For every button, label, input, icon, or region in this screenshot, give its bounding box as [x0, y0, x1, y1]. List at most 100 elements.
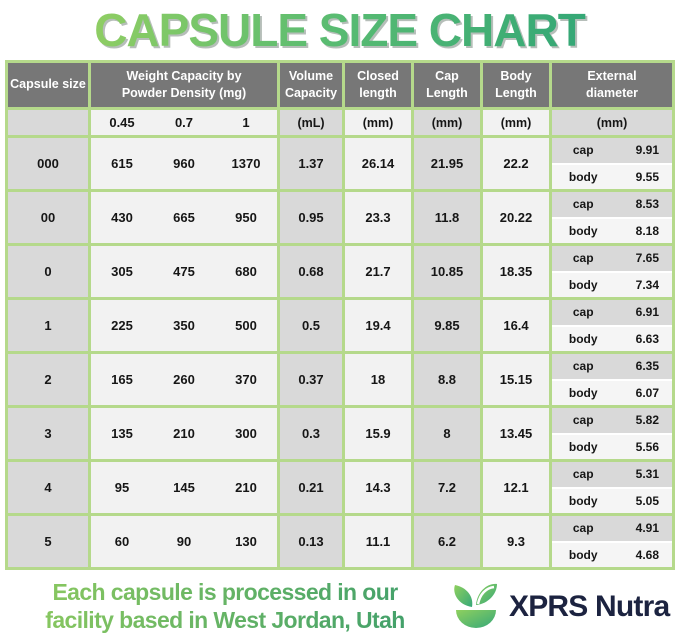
cell-weight-1: 680 — [235, 264, 257, 280]
cell-external-diameter: cap 5.82 body 5.56 — [552, 408, 672, 460]
cell-weight-capacity: 165 260 370 — [91, 354, 277, 406]
external-body-label: body — [568, 547, 598, 562]
cell-volume-capacity: 0.95 — [280, 192, 342, 244]
external-cap-row: cap 7.65 — [552, 246, 672, 271]
external-cap-value: 8.53 — [635, 197, 659, 212]
external-cap-label: cap — [572, 521, 594, 536]
cell-weight-045: 165 — [111, 372, 133, 388]
cell-body-length: 9.3 — [483, 516, 549, 568]
brand-name: XPRS Nutra — [509, 590, 670, 623]
header-capsule-size: Capsule size — [8, 63, 88, 108]
external-body-label: body — [568, 331, 598, 346]
external-body-value: 6.63 — [635, 331, 659, 346]
external-body-value: 4.68 — [635, 547, 659, 562]
external-cap-row: cap 9.91 — [552, 138, 672, 163]
cell-weight-07: 475 — [173, 264, 195, 280]
cell-cap-length: 10.85 — [414, 246, 480, 298]
cell-external-diameter: cap 6.91 body 6.63 — [552, 300, 672, 352]
cell-weight-045: 615 — [111, 156, 133, 172]
external-body-value: 5.56 — [635, 439, 659, 454]
cell-volume-capacity: 0.5 — [280, 300, 342, 352]
cell-weight-045: 305 — [111, 264, 133, 280]
cell-weight-045: 95 — [114, 480, 130, 496]
external-cap-row: cap 6.35 — [552, 354, 672, 379]
external-body-row: body 6.63 — [552, 324, 672, 352]
cell-cap-length: 6.2 — [414, 516, 480, 568]
external-body-row: body 8.18 — [552, 216, 672, 244]
external-cap-value: 4.91 — [635, 521, 659, 536]
subheader-body-unit: (mm) — [483, 110, 549, 136]
external-body-row: body 9.55 — [552, 162, 672, 190]
external-body-value: 6.07 — [635, 385, 659, 400]
external-body-value: 8.18 — [635, 223, 659, 238]
external-body-label: body — [568, 493, 598, 508]
external-cap-value: 5.31 — [635, 467, 659, 482]
external-cap-value: 5.82 — [635, 413, 659, 428]
external-cap-row: cap 6.91 — [552, 300, 672, 325]
cell-body-length: 22.2 — [483, 138, 549, 190]
cell-capsule-size: 4 — [8, 462, 88, 514]
cell-external-diameter: cap 5.31 body 5.05 — [552, 462, 672, 514]
cell-weight-capacity: 95 145 210 — [91, 462, 277, 514]
page-title: CAPSULE SIZE CHART — [0, 2, 679, 58]
cell-body-length: 16.4 — [483, 300, 549, 352]
cell-body-length: 20.22 — [483, 192, 549, 244]
external-body-label: body — [568, 277, 598, 292]
cell-cap-length: 8.8 — [414, 354, 480, 406]
external-cap-value: 6.91 — [635, 305, 659, 320]
cell-weight-1: 1370 — [231, 156, 261, 172]
cell-weight-07: 210 — [173, 426, 195, 442]
external-body-label: body — [568, 385, 598, 400]
header-external-diameter: External diameter — [552, 63, 672, 108]
subheader-densities: 0.45 0.7 1 — [91, 110, 277, 136]
plant-bowl-icon — [450, 580, 502, 635]
external-cap-label: cap — [572, 251, 594, 266]
cell-external-diameter: cap 6.35 body 6.07 — [552, 354, 672, 406]
cell-capsule-size: 5 — [8, 516, 88, 568]
external-body-row: body 7.34 — [552, 270, 672, 298]
external-cap-row: cap 5.82 — [552, 408, 672, 433]
facility-tagline: Each capsule is processed in our facilit… — [0, 579, 450, 634]
cell-volume-capacity: 0.68 — [280, 246, 342, 298]
cell-weight-1: 210 — [235, 480, 257, 496]
cell-cap-length: 8 — [414, 408, 480, 460]
cell-cap-length: 21.95 — [414, 138, 480, 190]
cell-closed-length: 18 — [345, 354, 411, 406]
external-body-value: 9.55 — [635, 169, 659, 184]
subheader-closed-unit: (mm) — [345, 110, 411, 136]
cell-weight-capacity: 135 210 300 — [91, 408, 277, 460]
external-cap-label: cap — [572, 143, 594, 158]
external-body-value: 5.05 — [635, 493, 659, 508]
external-cap-row: cap 5.31 — [552, 462, 672, 487]
cell-weight-07: 260 — [173, 372, 195, 388]
cell-closed-length: 23.3 — [345, 192, 411, 244]
external-body-row: body 4.68 — [552, 540, 672, 568]
external-body-row: body 5.56 — [552, 432, 672, 460]
cell-weight-07: 960 — [173, 156, 195, 172]
external-body-label: body — [568, 223, 598, 238]
cell-body-length: 13.45 — [483, 408, 549, 460]
cell-capsule-size: 1 — [8, 300, 88, 352]
cell-capsule-size: 00 — [8, 192, 88, 244]
cell-volume-capacity: 1.37 — [280, 138, 342, 190]
header-weight-capacity: Weight Capacity by Powder Density (mg) — [91, 63, 277, 108]
cell-weight-1: 370 — [235, 372, 257, 388]
cell-closed-length: 19.4 — [345, 300, 411, 352]
header-body-length: Body Length — [483, 63, 549, 108]
external-cap-value: 7.65 — [635, 251, 659, 266]
header-closed-length: Closed length — [345, 63, 411, 108]
cell-weight-capacity: 225 350 500 — [91, 300, 277, 352]
cell-external-diameter: cap 4.91 body 4.68 — [552, 516, 672, 568]
cell-volume-capacity: 0.37 — [280, 354, 342, 406]
cell-weight-045: 60 — [114, 534, 130, 550]
cell-body-length: 12.1 — [483, 462, 549, 514]
cell-volume-capacity: 0.13 — [280, 516, 342, 568]
cell-cap-length: 11.8 — [414, 192, 480, 244]
external-cap-label: cap — [572, 467, 594, 482]
external-cap-row: cap 4.91 — [552, 516, 672, 541]
subheader-density-07: 0.7 — [174, 115, 194, 131]
cell-weight-capacity: 305 475 680 — [91, 246, 277, 298]
external-body-row: body 6.07 — [552, 378, 672, 406]
cell-closed-length: 14.3 — [345, 462, 411, 514]
